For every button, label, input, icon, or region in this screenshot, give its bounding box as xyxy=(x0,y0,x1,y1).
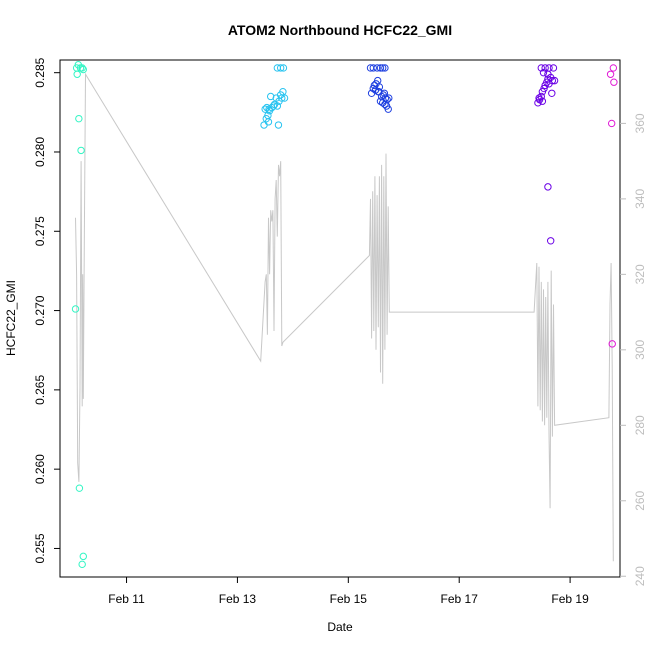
x-tick-label: Feb 15 xyxy=(330,592,368,606)
data-point xyxy=(544,70,552,78)
data-point xyxy=(544,183,552,191)
data-point xyxy=(260,121,268,129)
x-tick-label: Feb 13 xyxy=(219,592,257,606)
data-point xyxy=(539,68,548,77)
y2-tick-label: 340 xyxy=(633,189,647,209)
data-point xyxy=(79,552,87,561)
data-point xyxy=(278,94,286,102)
line-series xyxy=(75,72,614,562)
data-point xyxy=(548,76,557,85)
data-point xyxy=(607,119,616,128)
data-point xyxy=(77,146,85,155)
data-point xyxy=(373,64,381,72)
data-point xyxy=(276,64,285,72)
left-y-axis: 0.255 0.260 0.265 0.270 0.275 0.280 0.285 xyxy=(33,57,60,563)
x-axis: Feb 11 Feb 13 Feb 15 Feb 17 Feb 19 xyxy=(108,577,589,606)
y-tick-label: 0.285 xyxy=(33,57,47,87)
data-point xyxy=(385,94,393,102)
data-point xyxy=(380,89,389,98)
data-point xyxy=(75,484,84,492)
data-point xyxy=(381,64,389,72)
y2-tick-label: 240 xyxy=(633,566,647,586)
data-point xyxy=(273,102,282,110)
data-point xyxy=(78,64,86,72)
data-point xyxy=(75,114,83,123)
data-point xyxy=(376,64,385,72)
chart-title: ATOM2 Northbound HCFC22_GMI xyxy=(228,22,452,38)
data-point xyxy=(274,121,283,129)
data-point xyxy=(538,97,547,105)
y2-tick-label: 360 xyxy=(633,113,647,133)
x-axis-label: Date xyxy=(327,620,353,634)
right-y-axis: 240 260 280 300 320 340 360 xyxy=(620,113,647,586)
data-point xyxy=(550,76,559,85)
y2-tick-label: 320 xyxy=(633,264,647,284)
y-axis-label: HCFC22_GMI xyxy=(4,280,18,356)
data-point xyxy=(79,65,87,74)
data-point xyxy=(549,64,558,72)
data-point xyxy=(280,94,289,102)
altitude-line xyxy=(75,72,614,562)
x-tick-label: Feb 11 xyxy=(108,592,145,606)
data-point xyxy=(543,78,551,86)
data-point xyxy=(546,237,555,245)
data-point xyxy=(264,118,273,126)
y-tick-label: 0.270 xyxy=(33,295,47,325)
data-point xyxy=(608,340,616,348)
data-point xyxy=(369,64,377,72)
data-point xyxy=(384,105,392,113)
plot-frame xyxy=(59,59,621,578)
scatter-points xyxy=(71,61,618,569)
data-point xyxy=(606,70,615,78)
data-point xyxy=(73,70,81,78)
data-point xyxy=(609,64,618,72)
data-point xyxy=(541,64,549,72)
y-tick-label: 0.260 xyxy=(33,454,47,484)
y2-tick-label: 300 xyxy=(633,339,647,359)
data-point xyxy=(263,103,271,112)
y-tick-label: 0.275 xyxy=(33,216,47,246)
data-point xyxy=(378,64,387,72)
data-point xyxy=(269,102,278,110)
data-point xyxy=(261,105,269,113)
data-point xyxy=(78,560,86,569)
y2-tick-label: 280 xyxy=(633,415,647,435)
data-point xyxy=(537,64,545,72)
data-point xyxy=(540,84,548,93)
data-point xyxy=(279,64,288,72)
x-tick-label: Feb 17 xyxy=(441,592,479,606)
data-point xyxy=(71,305,80,313)
data-point xyxy=(266,92,275,101)
y-tick-label: 0.280 xyxy=(33,137,47,167)
data-point xyxy=(537,92,545,101)
y-tick-label: 0.265 xyxy=(33,375,47,405)
x-tick-label: Feb 19 xyxy=(551,592,589,606)
y2-tick-label: 260 xyxy=(633,490,647,510)
y-tick-label: 0.255 xyxy=(33,533,47,563)
data-point xyxy=(375,88,383,96)
data-point xyxy=(548,89,556,98)
data-point xyxy=(610,78,618,86)
